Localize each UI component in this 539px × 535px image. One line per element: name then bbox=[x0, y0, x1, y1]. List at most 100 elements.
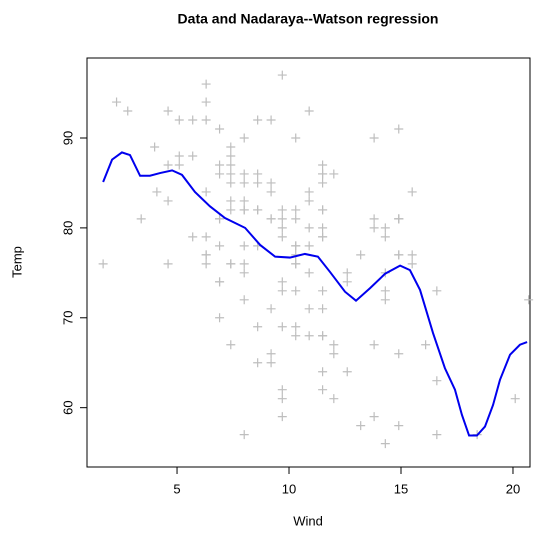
point bbox=[266, 358, 276, 368]
point bbox=[253, 115, 263, 125]
point bbox=[277, 223, 287, 233]
point bbox=[524, 295, 534, 305]
x-tick-label: 15 bbox=[394, 481, 408, 496]
x-tick-label: 20 bbox=[506, 481, 520, 496]
point bbox=[304, 187, 314, 197]
point bbox=[342, 277, 352, 287]
point bbox=[226, 196, 236, 206]
point bbox=[239, 169, 249, 179]
point bbox=[253, 205, 263, 215]
regression-line bbox=[102, 151, 528, 437]
plot-box bbox=[86, 57, 531, 468]
point bbox=[380, 286, 390, 296]
point bbox=[215, 277, 225, 287]
point bbox=[239, 178, 249, 188]
point bbox=[253, 178, 263, 188]
point bbox=[342, 268, 352, 278]
point bbox=[318, 223, 328, 233]
point bbox=[215, 124, 225, 134]
point bbox=[226, 259, 236, 269]
point bbox=[266, 214, 276, 224]
point bbox=[201, 115, 211, 125]
point bbox=[291, 133, 301, 143]
point bbox=[407, 187, 417, 197]
point bbox=[432, 430, 442, 440]
point bbox=[188, 232, 198, 242]
point bbox=[226, 205, 236, 215]
point bbox=[277, 394, 287, 404]
point bbox=[239, 196, 249, 206]
point bbox=[201, 97, 211, 107]
point bbox=[112, 97, 122, 107]
point bbox=[239, 133, 249, 143]
y-tick-label: 70 bbox=[60, 311, 75, 325]
point bbox=[304, 223, 314, 233]
point bbox=[394, 349, 404, 359]
point bbox=[123, 106, 133, 116]
point bbox=[239, 430, 249, 440]
point bbox=[318, 178, 328, 188]
point bbox=[394, 250, 404, 260]
point bbox=[226, 142, 236, 152]
point bbox=[318, 169, 328, 179]
x-tick-label: 10 bbox=[282, 481, 296, 496]
point bbox=[277, 385, 287, 395]
point bbox=[318, 160, 328, 170]
point bbox=[329, 349, 339, 359]
point bbox=[226, 160, 236, 170]
point bbox=[266, 115, 276, 125]
point bbox=[277, 412, 287, 422]
point bbox=[291, 241, 301, 251]
point bbox=[239, 241, 249, 251]
point bbox=[291, 205, 301, 215]
point bbox=[98, 259, 108, 269]
point bbox=[510, 394, 520, 404]
y-axis-label: Temp bbox=[9, 246, 24, 278]
point bbox=[369, 223, 379, 233]
point bbox=[356, 421, 366, 431]
point bbox=[174, 151, 184, 161]
point bbox=[394, 421, 404, 431]
point bbox=[239, 259, 249, 269]
point bbox=[201, 187, 211, 197]
point bbox=[318, 205, 328, 215]
point bbox=[356, 250, 366, 260]
y-tick-label: 90 bbox=[60, 131, 75, 145]
point bbox=[380, 223, 390, 233]
x-axis-label: Wind bbox=[293, 513, 323, 528]
point bbox=[291, 331, 301, 341]
point bbox=[266, 178, 276, 188]
point bbox=[329, 169, 339, 179]
point bbox=[318, 286, 328, 296]
point bbox=[226, 340, 236, 350]
point bbox=[318, 385, 328, 395]
point bbox=[239, 295, 249, 305]
y-tick-label: 80 bbox=[60, 221, 75, 235]
point bbox=[318, 367, 328, 377]
point bbox=[152, 187, 162, 197]
point bbox=[277, 286, 287, 296]
point bbox=[201, 250, 211, 260]
point bbox=[369, 133, 379, 143]
point bbox=[329, 394, 339, 404]
point bbox=[318, 232, 328, 242]
point bbox=[239, 268, 249, 278]
point bbox=[239, 205, 249, 215]
point bbox=[304, 268, 314, 278]
point bbox=[163, 196, 173, 206]
point bbox=[394, 124, 404, 134]
point bbox=[215, 214, 225, 224]
point bbox=[369, 412, 379, 422]
point bbox=[421, 340, 431, 350]
point bbox=[253, 358, 263, 368]
point bbox=[226, 151, 236, 161]
point bbox=[277, 205, 287, 215]
point bbox=[226, 178, 236, 188]
point bbox=[432, 286, 442, 296]
point bbox=[215, 241, 225, 251]
point bbox=[318, 304, 328, 314]
point bbox=[304, 241, 314, 251]
point bbox=[329, 340, 339, 350]
